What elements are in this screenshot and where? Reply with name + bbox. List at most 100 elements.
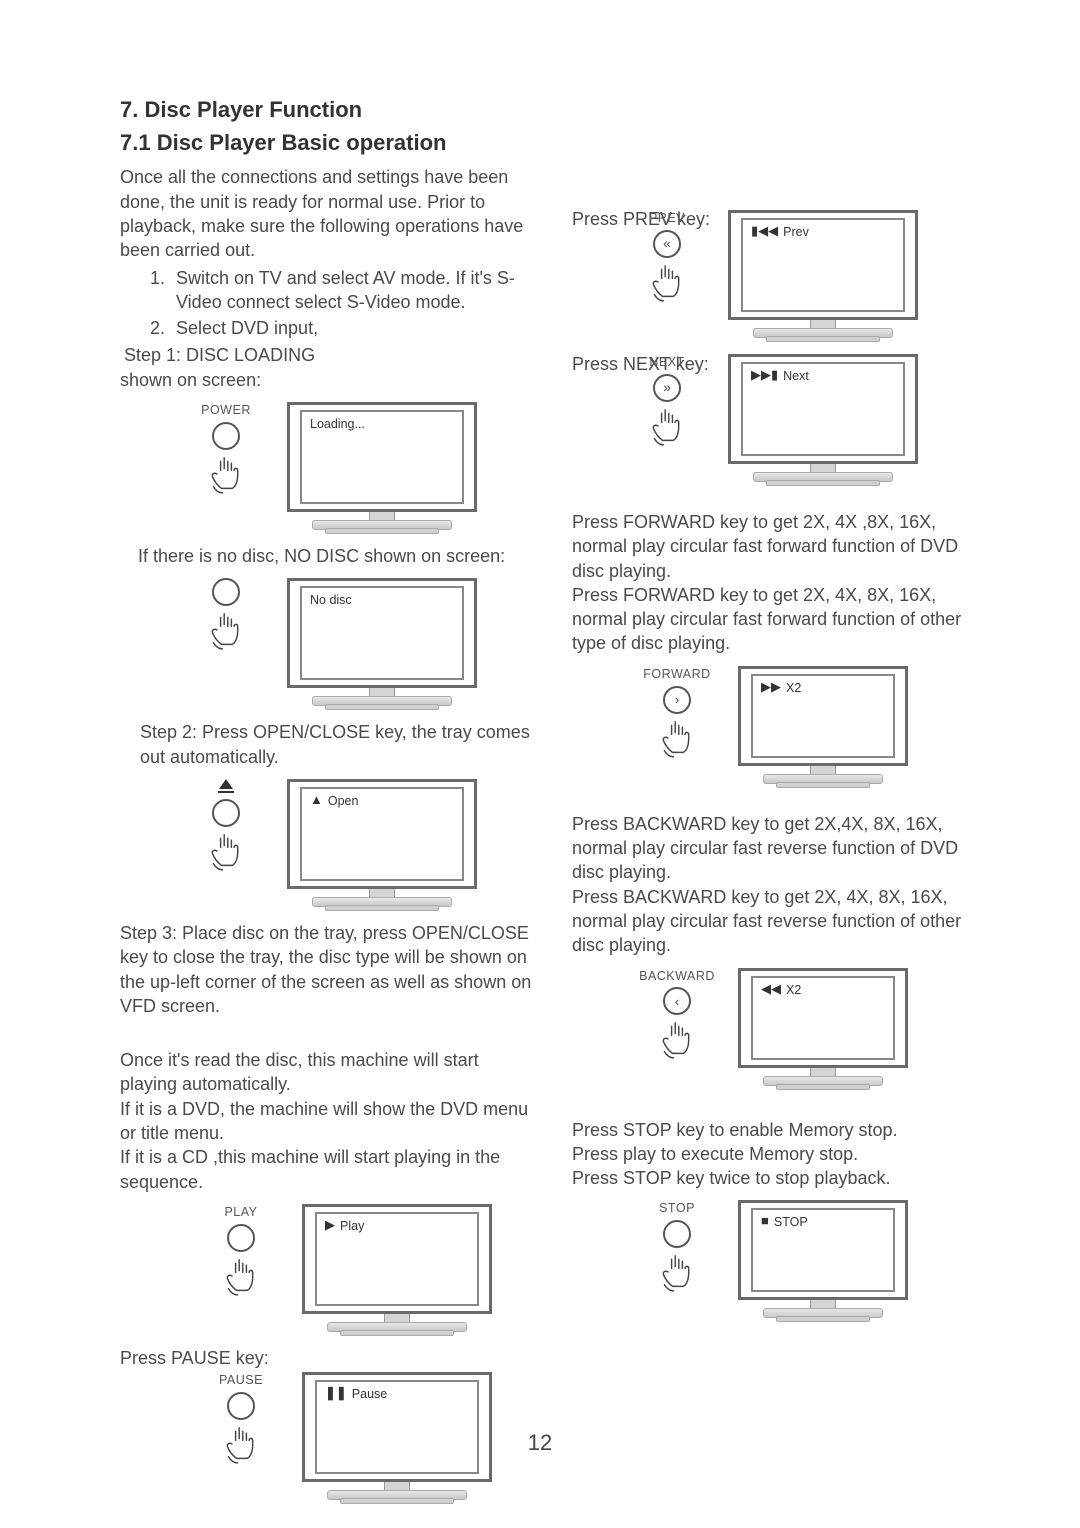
fwd-para1: Press FORWARD key to get 2X, 4X ,8X, 16X… xyxy=(572,510,970,583)
button-backward: BACKWARD ‹ xyxy=(634,968,720,1060)
screen-text: STOP xyxy=(774,1214,808,1231)
screen-text: Play xyxy=(340,1218,364,1235)
no-disc-line: If there is no disc, NO DISC shown on sc… xyxy=(120,544,540,568)
circle-icon xyxy=(227,1392,255,1420)
illus-play: PLAY ▶ Play xyxy=(150,1204,540,1332)
pause-label: PAUSE xyxy=(219,1372,263,1389)
next-screen-icon: ▶▶▮ xyxy=(751,368,778,381)
forward-screen-icon: ▶▶ xyxy=(761,680,781,693)
screen-text: Pause xyxy=(352,1386,387,1403)
fwd-para2: Press FORWARD key to get 2X, 4X, 8X, 16X… xyxy=(572,583,970,656)
hand-icon xyxy=(223,1256,259,1296)
step1-sub: shown on screen: xyxy=(120,368,540,392)
monitor-backward: ◀◀ X2 xyxy=(738,968,908,1086)
pause-line: Press PAUSE key: xyxy=(120,1346,540,1370)
button-blank xyxy=(183,578,269,650)
stop-label: STOP xyxy=(659,1200,695,1217)
heading-7-1: 7.1 Disc Player Basic operation xyxy=(120,128,970,158)
intro-text: Once all the connections and settings ha… xyxy=(120,165,540,262)
illus-backward: BACKWARD ‹ ◀◀ X2 xyxy=(572,968,970,1086)
hand-icon xyxy=(659,1019,695,1059)
illus-forward: FORWARD › ▶▶ X2 xyxy=(572,666,970,784)
hand-icon xyxy=(659,1252,695,1292)
screen-text: Next xyxy=(783,368,809,385)
pause-screen-icon: ❚❚ xyxy=(325,1386,347,1399)
screen-text: Loading... xyxy=(310,416,365,433)
stop-circle-icon xyxy=(663,1220,691,1248)
next-circle-icon: » xyxy=(653,374,681,402)
illus-next: NEXT » ▶▶▮ Next xyxy=(572,354,970,482)
circle-icon xyxy=(227,1224,255,1252)
left-column: Once all the connections and settings ha… xyxy=(120,165,540,1514)
step2-text: Step 2: Press OPEN/CLOSE key, the tray c… xyxy=(120,720,540,769)
forward-label: FORWARD xyxy=(643,666,710,683)
prev-screen-icon: ▮◀◀ xyxy=(751,224,778,237)
button-stop: STOP xyxy=(634,1200,720,1292)
step3-text: Step 3: Place disc on the tray, press OP… xyxy=(120,921,540,1018)
screen-text: X2 xyxy=(786,680,801,697)
backward-label: BACKWARD xyxy=(639,968,715,985)
stop-screen-icon: ■ xyxy=(761,1214,769,1227)
circle-icon xyxy=(212,799,240,827)
monitor-next: ▶▶▮ Next xyxy=(728,354,918,482)
power-circle-icon xyxy=(212,422,240,450)
list-item: Switch on TV and select AV mode. If it's… xyxy=(170,266,540,315)
hand-icon xyxy=(649,262,685,302)
backward-screen-icon: ◀◀ xyxy=(761,982,781,995)
play-screen-icon: ▶ xyxy=(325,1218,335,1231)
next-label: NEXT xyxy=(649,354,684,371)
bwd-para1: Press BACKWARD key to get 2X,4X, 8X, 16X… xyxy=(572,812,970,885)
cd-para: If it is a CD ,this machine will start p… xyxy=(120,1145,540,1194)
heading-7: 7. Disc Player Function xyxy=(120,95,970,125)
screen-text: Open xyxy=(328,793,359,810)
screen-text: No disc xyxy=(310,592,352,609)
monitor-prev: ▮◀◀ Prev xyxy=(728,210,918,338)
power-label: POWER xyxy=(201,402,251,419)
stop-para2: Press play to execute Memory stop. xyxy=(572,1142,970,1166)
illus-open: ▲ Open xyxy=(120,779,540,907)
eject-icon xyxy=(218,779,234,794)
monitor-open: ▲ Open xyxy=(287,779,477,907)
circle-icon xyxy=(212,578,240,606)
monitor-loading: Loading... xyxy=(287,402,477,530)
hand-icon xyxy=(649,406,685,446)
button-forward: FORWARD › xyxy=(634,666,720,758)
hand-icon xyxy=(659,718,695,758)
monitor-stop: ■ STOP xyxy=(738,1200,908,1318)
screen-text: Prev xyxy=(783,224,809,241)
two-column-layout: Once all the connections and settings ha… xyxy=(120,165,970,1514)
button-play: PLAY xyxy=(198,1204,284,1296)
screen-text: X2 xyxy=(786,982,801,999)
monitor-forward: ▶▶ X2 xyxy=(738,666,908,784)
eject-screen-icon: ▲ xyxy=(310,793,323,806)
button-prev: PREV « xyxy=(624,210,710,302)
step1-title: Step 1: DISC LOADING xyxy=(120,343,540,367)
stop-para1: Press STOP key to enable Memory stop. xyxy=(572,1118,970,1142)
illus-stop: STOP ■ STOP xyxy=(572,1200,970,1318)
play-label: PLAY xyxy=(224,1204,257,1221)
prev-circle-icon: « xyxy=(653,230,681,258)
dvd-para: If it is a DVD, the machine will show th… xyxy=(120,1097,540,1146)
monitor-play: ▶ Play xyxy=(302,1204,492,1332)
bwd-para2: Press BACKWARD key to get 2X, 4X, 8X, 16… xyxy=(572,885,970,958)
page: 7. Disc Player Function 7.1 Disc Player … xyxy=(0,0,1080,1514)
prev-label: PREV xyxy=(649,210,685,227)
button-next: NEXT » xyxy=(624,354,710,446)
backward-circle-icon: ‹ xyxy=(663,987,691,1015)
hand-icon xyxy=(208,454,244,494)
right-column: Press PREV key: PREV « ▮◀◀ Prev Press NE… xyxy=(572,165,970,1514)
forward-circle-icon: › xyxy=(663,686,691,714)
button-eject xyxy=(183,779,269,872)
stop-para3: Press STOP key twice to stop playback. xyxy=(572,1166,970,1190)
hand-icon xyxy=(208,610,244,650)
illus-no-disc: No disc xyxy=(120,578,540,706)
monitor-no-disc: No disc xyxy=(287,578,477,706)
illus-power-loading: POWER Loading... xyxy=(120,402,540,530)
list-item: Select DVD input, xyxy=(170,316,540,340)
button-power: POWER xyxy=(183,402,269,494)
prerequisite-list: Switch on TV and select AV mode. If it's… xyxy=(120,266,540,341)
hand-icon xyxy=(208,831,244,871)
read-para: Once it's read the disc, this machine wi… xyxy=(120,1048,540,1097)
illus-prev: PREV « ▮◀◀ Prev xyxy=(572,210,970,338)
page-number: 12 xyxy=(0,1428,1080,1458)
